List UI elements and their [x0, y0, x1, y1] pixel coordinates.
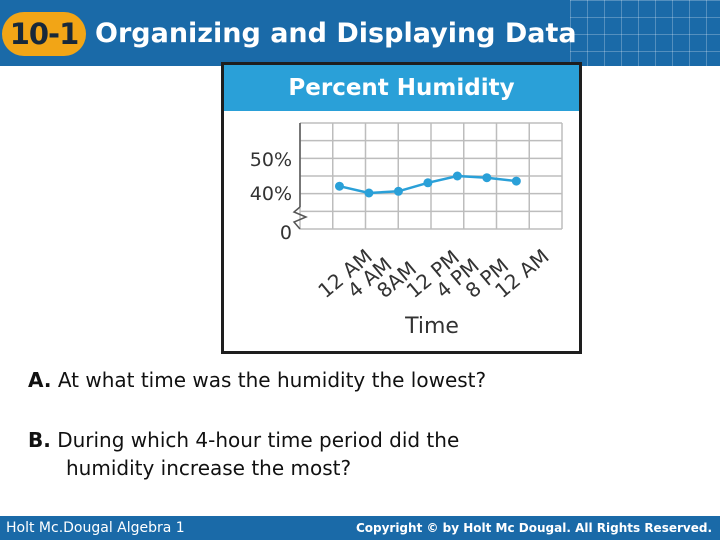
y-tick-label: 50%	[250, 149, 292, 171]
question-a: A. At what time was the humidity the low…	[28, 366, 486, 394]
question-b: B. During which 4-hour time period did t…	[28, 426, 588, 482]
data-point	[452, 171, 462, 181]
lesson-number: 10-1	[9, 17, 80, 51]
slide-header	[0, 0, 720, 66]
data-point	[511, 176, 521, 186]
lesson-badge	[2, 12, 86, 56]
question-a-letter: A.	[28, 368, 52, 392]
question-b-text-line2: humidity increase the most?	[66, 456, 352, 480]
footer-publisher: Holt Mc.Dougal Algebra 1	[6, 520, 185, 536]
data-point	[334, 181, 344, 191]
slide-footer	[0, 516, 720, 540]
footer-copyright: Copyright © by Holt Mc Dougal. All Right…	[355, 521, 712, 535]
y-tick-label: 0	[280, 222, 292, 244]
question-a-text: At what time was the humidity the lowest…	[57, 368, 487, 392]
x-axis-label: Time	[404, 314, 459, 339]
header-grid-decoration	[570, 0, 720, 66]
slide-title: Organizing and Displaying Data	[95, 18, 577, 49]
data-point	[393, 186, 403, 196]
data-point	[364, 188, 374, 198]
data-point	[423, 178, 433, 188]
y-tick-label: 40%	[250, 183, 292, 205]
question-b-letter: B.	[28, 428, 51, 452]
chart-frame: Percent Humidity 50% 40% 0 12 AM 4 AM 8AM 12 P…	[221, 62, 582, 354]
axis-break-icon	[292, 206, 308, 230]
data-point	[482, 173, 492, 183]
question-b-text-line1: During which 4-hour time period did the	[57, 428, 460, 452]
chart-title: Percent Humidity	[288, 75, 515, 101]
chart-title-bar	[224, 65, 579, 111]
